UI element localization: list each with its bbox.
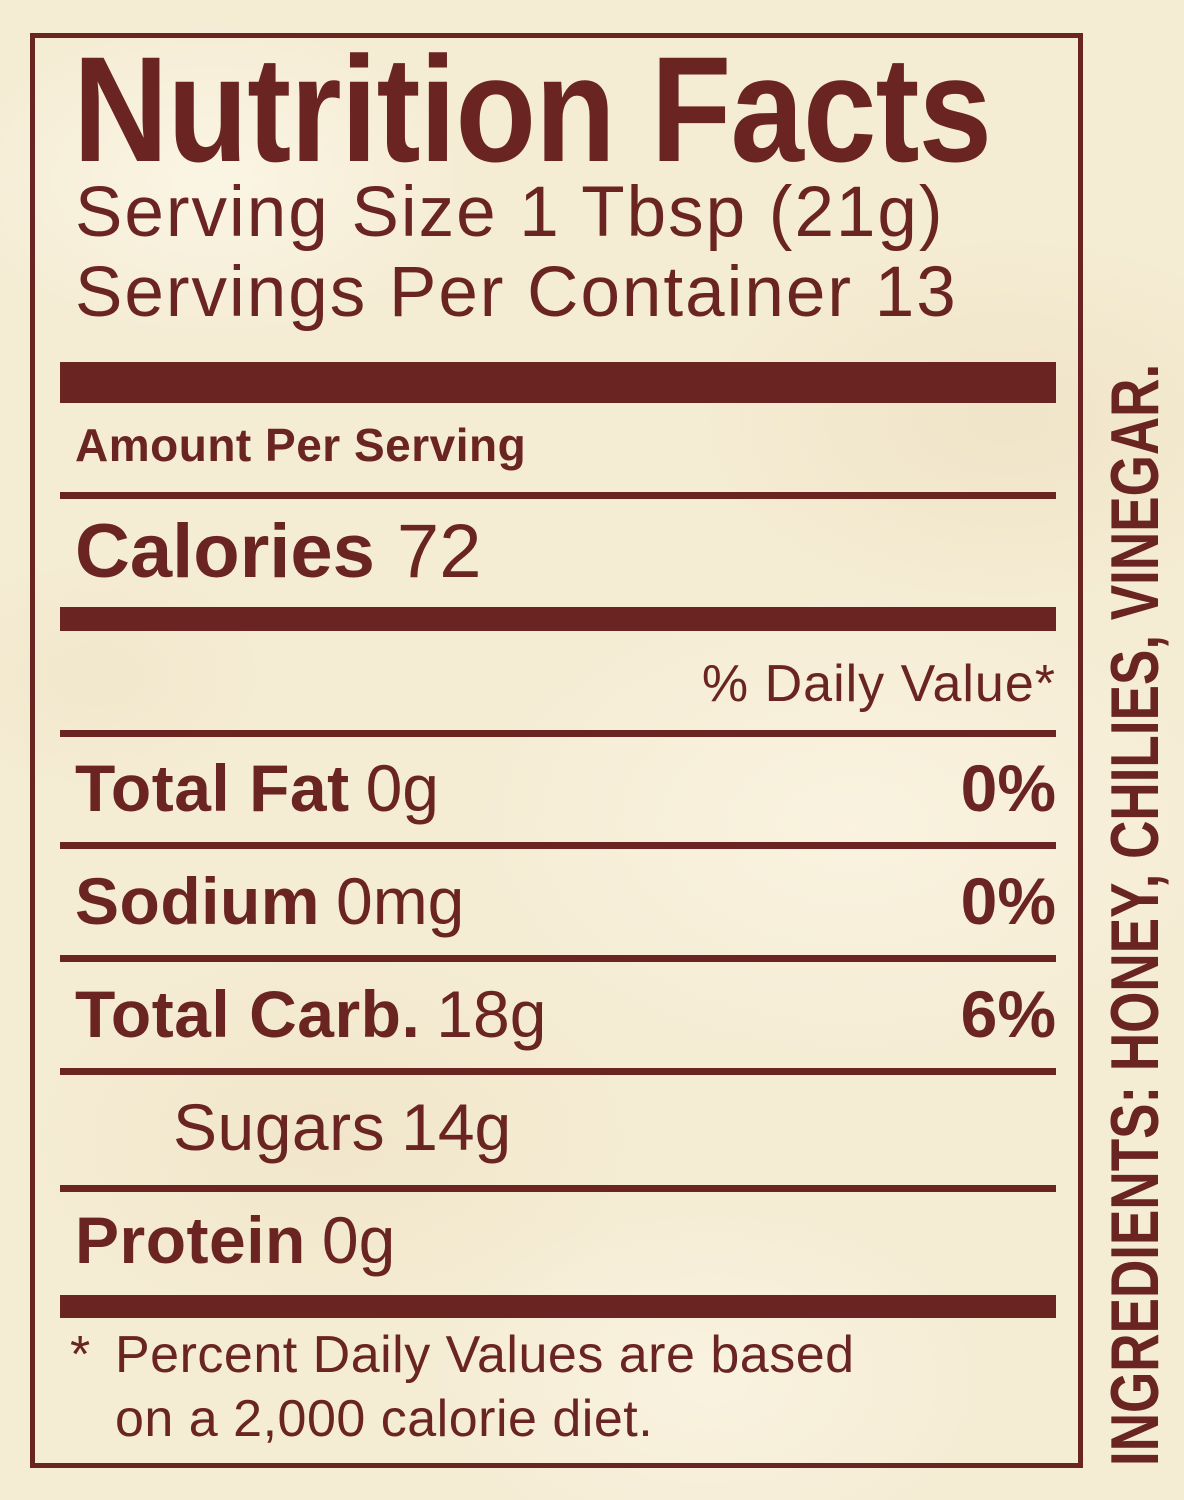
thin-divider-3 bbox=[60, 842, 1056, 849]
nutrient-daily-value: 0% bbox=[960, 864, 1056, 938]
thick-divider-bottom bbox=[60, 1295, 1056, 1318]
calories-label: Calories bbox=[75, 509, 375, 594]
nutrient-name: Total Carb. bbox=[75, 977, 421, 1051]
calories-row: Calories 72 bbox=[75, 514, 481, 590]
servings-per-container-text: Servings Per Container 13 bbox=[75, 253, 958, 332]
nutrient-daily-value: 0% bbox=[960, 751, 1056, 825]
panel-title: Nutrition Facts bbox=[73, 25, 992, 193]
nutrient-daily-value: 6% bbox=[960, 977, 1056, 1051]
nutrient-amount: 0mg bbox=[336, 864, 465, 938]
footnote-line-2: on a 2,000 calorie diet. bbox=[115, 1390, 654, 1448]
thick-divider-top bbox=[60, 362, 1056, 403]
amount-per-serving-heading: Amount Per Serving bbox=[75, 419, 527, 471]
nutrient-amount: 14g bbox=[401, 1090, 512, 1164]
footnote-line-1: Percent Daily Values are based bbox=[115, 1326, 855, 1384]
footnote-asterisk: * bbox=[70, 1326, 91, 1384]
nutrient-row-sodium: Sodium 0mg 0% bbox=[75, 868, 1056, 934]
thick-divider-middle bbox=[60, 607, 1056, 631]
nutrient-name: Total Fat bbox=[75, 751, 350, 825]
serving-info: Serving Size 1 Tbsp (21g) Servings Per C… bbox=[75, 173, 958, 333]
nutrient-row-sugars: Sugars 14g bbox=[75, 1094, 1056, 1160]
footnote-text: Percent Daily Values are based on a 2,00… bbox=[115, 1323, 1056, 1451]
nutrient-amount: 18g bbox=[436, 977, 547, 1051]
serving-size-text: Serving Size 1 Tbsp (21g) bbox=[75, 173, 945, 252]
daily-value-header: % Daily Value* bbox=[701, 655, 1056, 713]
nutrient-name: Protein bbox=[75, 1203, 306, 1277]
ingredients-vertical-text: INGREDIENTS: HONEY, CHILIES, VINEGAR. bbox=[1097, 354, 1173, 1466]
thin-divider-6 bbox=[60, 1185, 1056, 1192]
nutrient-name: Sugars bbox=[173, 1090, 386, 1164]
nutrient-row-total-carb: Total Carb. 18g 6% bbox=[75, 981, 1056, 1047]
daily-value-footnote: * Percent Daily Values are based on a 2,… bbox=[70, 1323, 1056, 1451]
thin-divider-1 bbox=[60, 492, 1056, 499]
thin-divider-4 bbox=[60, 955, 1056, 962]
thin-divider-5 bbox=[60, 1068, 1056, 1075]
nutrient-row-total-fat: Total Fat 0g 0% bbox=[75, 755, 1056, 821]
nutrient-amount: 0g bbox=[365, 751, 440, 825]
calories-value: 72 bbox=[396, 509, 482, 594]
nutrient-name: Sodium bbox=[75, 864, 320, 938]
nutrient-row-protein: Protein 0g bbox=[75, 1207, 1056, 1273]
nutrition-facts-panel: Nutrition Facts Serving Size 1 Tbsp (21g… bbox=[30, 33, 1083, 1468]
nutrient-amount: 0g bbox=[321, 1203, 396, 1277]
ingredients-statement: INGREDIENTS: HONEY, CHILIES, VINEGAR. bbox=[1097, 363, 1173, 1466]
thin-divider-2 bbox=[60, 730, 1056, 737]
